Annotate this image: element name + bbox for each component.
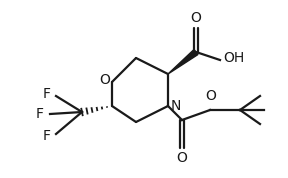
Text: O: O [191, 11, 201, 25]
Text: F: F [43, 87, 51, 101]
Text: O: O [206, 89, 217, 103]
Polygon shape [168, 49, 198, 74]
Text: N: N [171, 99, 181, 113]
Text: OH: OH [223, 51, 245, 65]
Text: F: F [43, 129, 51, 143]
Text: O: O [100, 73, 110, 87]
Text: F: F [36, 107, 44, 121]
Text: O: O [177, 151, 187, 165]
